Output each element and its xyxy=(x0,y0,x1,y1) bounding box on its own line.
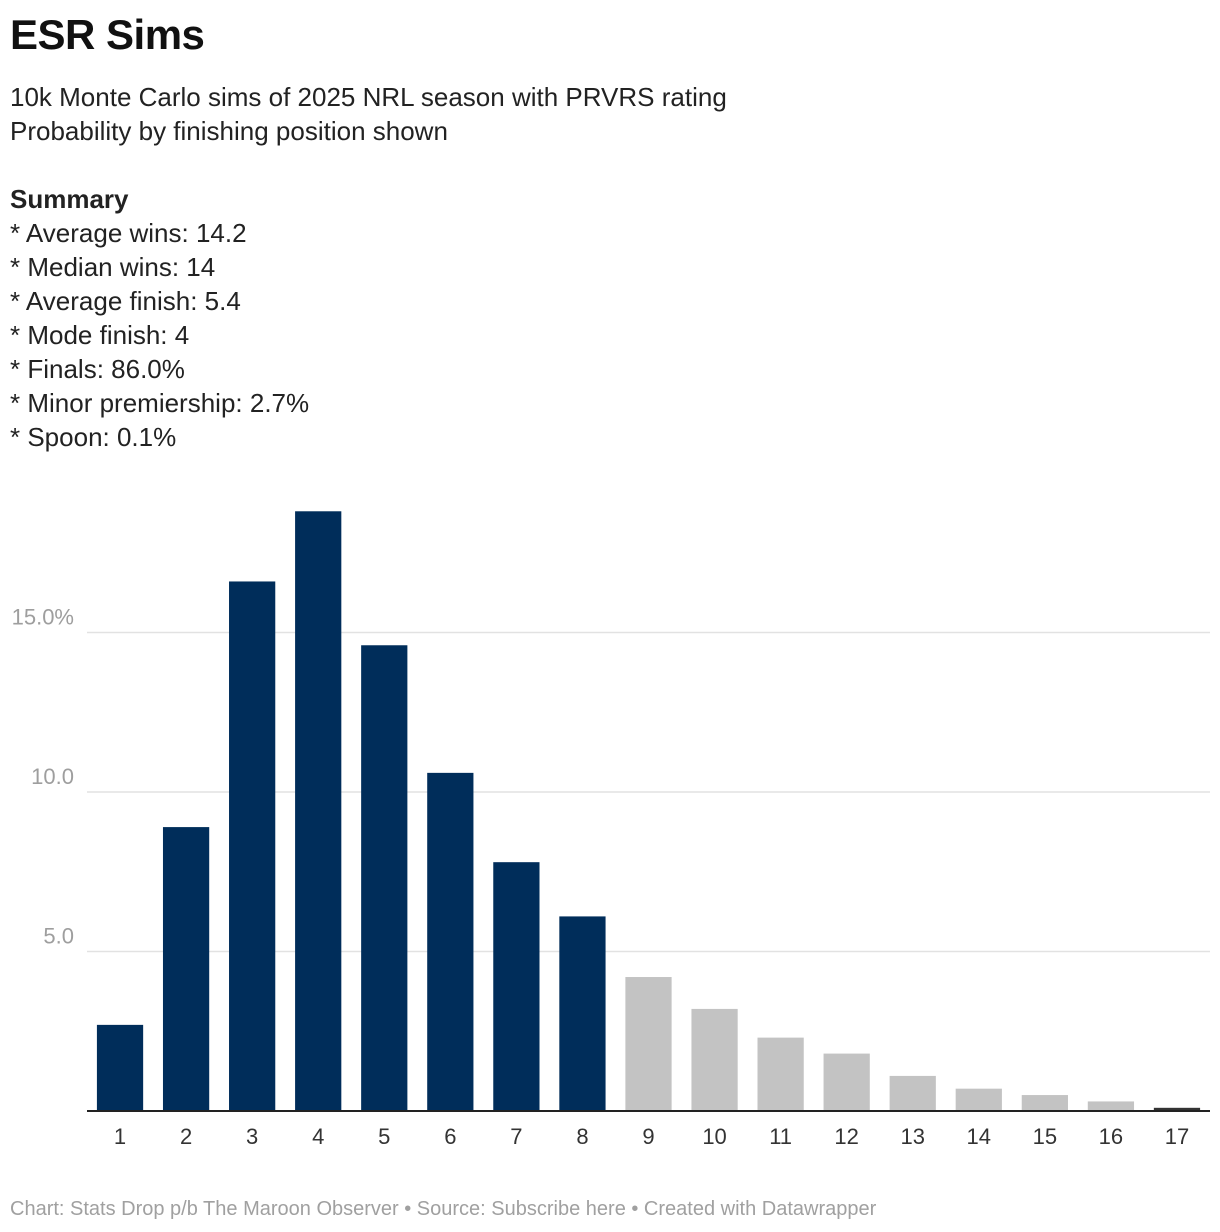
x-tick-label-17: 17 xyxy=(1165,1124,1189,1149)
bar-position-2 xyxy=(162,827,210,1111)
description-line-1: 10k Monte Carlo sims of 2025 NRL season … xyxy=(10,82,727,112)
bar-position-1 xyxy=(96,1024,144,1111)
bar-position-9 xyxy=(625,977,672,1111)
summary-item-spoon: * Spoon: 0.1% xyxy=(10,422,177,452)
summary-item-average-finish: * Average finish: 5.4 xyxy=(10,286,241,316)
bar-position-14 xyxy=(955,1088,1002,1111)
bar-position-16 xyxy=(1087,1101,1135,1111)
x-tick-label-13: 13 xyxy=(900,1124,924,1149)
bar-position-6 xyxy=(427,772,474,1111)
x-tick-label-12: 12 xyxy=(834,1124,858,1149)
bar-position-3 xyxy=(229,581,276,1111)
x-tick-label-9: 9 xyxy=(642,1124,654,1149)
x-tick-label-15: 15 xyxy=(1033,1124,1057,1149)
bar-position-8 xyxy=(559,916,606,1111)
bar-position-7 xyxy=(493,862,540,1111)
bar-position-12 xyxy=(823,1053,870,1111)
x-tick-label-16: 16 xyxy=(1099,1124,1123,1149)
bar-position-13 xyxy=(889,1075,936,1111)
bar-position-5 xyxy=(361,645,408,1111)
x-tick-label-14: 14 xyxy=(967,1124,991,1149)
summary-item-average-wins: * Average wins: 14.2 xyxy=(10,218,247,248)
y-tick-label-10: 10.0 xyxy=(31,764,74,789)
summary-item-median-wins: * Median wins: 14 xyxy=(10,252,216,282)
chart-description: 10k Monte Carlo sims of 2025 NRL season … xyxy=(10,80,727,454)
x-tick-label-5: 5 xyxy=(378,1124,390,1149)
bar-position-4 xyxy=(295,511,342,1111)
x-tick-label-2: 2 xyxy=(180,1124,192,1149)
summary-item-finals: * Finals: 86.0% xyxy=(10,354,185,384)
x-tick-label-10: 10 xyxy=(702,1124,726,1149)
bar-position-11 xyxy=(757,1037,804,1111)
summary-item-mode-finish: * Mode finish: 4 xyxy=(10,320,190,350)
bar-position-10 xyxy=(691,1008,738,1111)
chart-footer: Chart: Stats Drop p/b The Maroon Observe… xyxy=(10,1198,877,1220)
description-line-2: Probability by finishing position shown xyxy=(10,116,448,146)
x-tick-label-4: 4 xyxy=(312,1124,324,1149)
x-tick-label-11: 11 xyxy=(769,1124,792,1149)
x-tick-label-3: 3 xyxy=(246,1124,258,1149)
x-tick-label-6: 6 xyxy=(444,1124,456,1149)
bars xyxy=(96,511,1201,1111)
bar-position-17 xyxy=(1153,1107,1201,1111)
x-tick-label-8: 8 xyxy=(576,1124,588,1149)
summary-item-minor-premiership: * Minor premiership: 2.7% xyxy=(10,388,310,418)
x-tick-label-1: 1 xyxy=(114,1124,126,1149)
x-tick-label-7: 7 xyxy=(510,1124,522,1149)
summary-heading: Summary xyxy=(10,184,129,214)
bar-position-15 xyxy=(1021,1095,1068,1111)
y-tick-label-15: 15.0% xyxy=(12,605,74,630)
bar-chart: 5.010.015.0% 1 2 3 4 5 6 7 8 9 10 11 12 13 14 15 16 17 xyxy=(12,511,1210,1149)
y-tick-label-5: 5.0 xyxy=(43,924,74,949)
x-axis: 1 2 3 4 5 6 7 8 9 10 11 12 13 14 15 16 17 xyxy=(87,1110,1210,1149)
chart-title: ESR Sims xyxy=(10,11,205,58)
